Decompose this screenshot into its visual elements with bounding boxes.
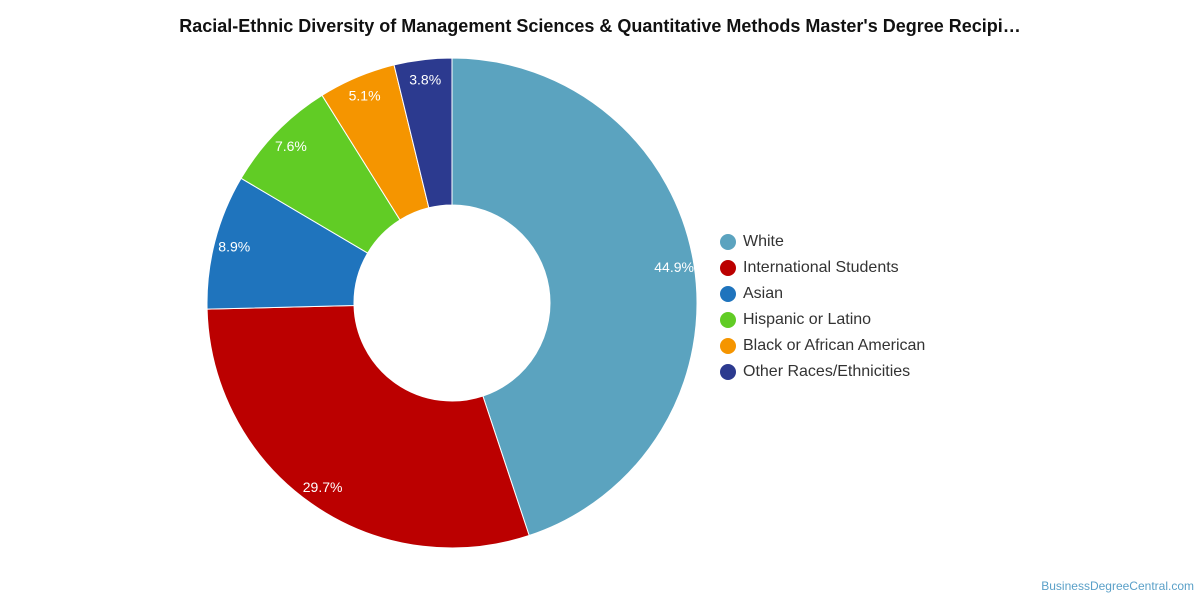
legend-item[interactable]: Hispanic or Latino bbox=[720, 307, 925, 333]
chart-title: Racial-Ethnic Diversity of Management Sc… bbox=[179, 16, 1021, 36]
legend-swatch bbox=[720, 260, 736, 276]
legend-item[interactable]: Asian bbox=[720, 281, 925, 307]
slice-value-label: 29.7% bbox=[303, 479, 343, 495]
slice-labels-layer: 44.9% 29.7% 8.9% 7.6% 5.1% 3.8% bbox=[218, 72, 694, 495]
legend-label: Hispanic or Latino bbox=[743, 311, 872, 328]
slice-value-label: 3.8% bbox=[409, 72, 441, 88]
slice-value-label: 5.1% bbox=[349, 88, 381, 104]
legend-swatch bbox=[720, 312, 736, 328]
legend: White International Students Asian Hispanic… bbox=[720, 229, 925, 385]
slice-international-students[interactable] bbox=[206, 304, 530, 549]
legend-item[interactable]: White bbox=[720, 229, 925, 255]
legend-swatch bbox=[720, 364, 736, 380]
legend-swatch bbox=[720, 286, 736, 302]
legend-swatch bbox=[720, 338, 736, 354]
slices-layer bbox=[206, 57, 698, 549]
legend-item[interactable]: Other Races/Ethnicities bbox=[720, 359, 925, 385]
legend-label: Other Races/Ethnicities bbox=[743, 363, 911, 380]
slice-other-races-ethnicities[interactable] bbox=[393, 57, 453, 209]
slice-value-label: 44.9% bbox=[654, 259, 694, 275]
slice-white[interactable] bbox=[451, 57, 698, 537]
legend-item[interactable]: International Students bbox=[720, 255, 925, 281]
legend-label: Asian bbox=[743, 285, 784, 302]
slice-value-label: 7.6% bbox=[275, 138, 307, 154]
legend-label: White bbox=[743, 233, 784, 250]
legend-swatch bbox=[720, 234, 736, 250]
source-credit[interactable]: BusinessDegreeCentral.com bbox=[1041, 579, 1194, 593]
legend-label: Black or African American bbox=[743, 337, 926, 354]
slice-value-label: 8.9% bbox=[218, 238, 250, 254]
legend-label: International Students bbox=[743, 259, 899, 276]
legend-item[interactable]: Black or African American bbox=[720, 333, 925, 359]
